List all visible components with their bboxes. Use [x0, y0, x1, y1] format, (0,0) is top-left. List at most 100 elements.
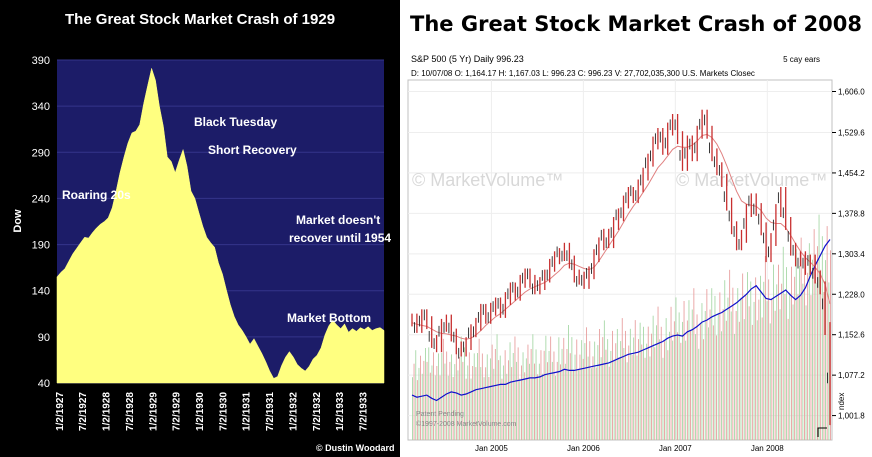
volume-bar: [421, 373, 423, 440]
volume-bar: [693, 288, 695, 440]
volume-bar: [696, 314, 698, 440]
volume-bar: [436, 366, 438, 440]
volume-bar: [490, 358, 491, 440]
y-tick-label: 290: [32, 147, 50, 159]
y-tick-label: 40: [38, 378, 50, 390]
volume-bar: [631, 354, 633, 440]
volume-bar: [600, 357, 602, 440]
volume-bar: [768, 279, 770, 440]
volume-bar: [425, 348, 426, 440]
volume-bar: [525, 358, 527, 440]
annotation-short-recovery: Short Recovery: [208, 143, 297, 157]
volume-bar: [589, 341, 591, 440]
volume-bar: [639, 322, 641, 440]
volume-bar: [530, 349, 532, 440]
gridlines: [408, 80, 832, 440]
y-tick-label: 240: [32, 193, 50, 205]
volume-bar: [438, 353, 439, 440]
volume-bar: [691, 309, 693, 440]
x-ticks: 1/2/1927 7/2/1927 1/2/1928 7/2/1928 1/2/1929…: [55, 392, 370, 431]
volume-bar: [719, 292, 721, 440]
volume-bar: [446, 351, 448, 440]
y-tick-label: 1,529.6: [838, 128, 865, 137]
price-bars: [411, 109, 831, 426]
volume-bar: [786, 267, 787, 440]
annotation-recover-until-1954: recover until 1954: [289, 231, 391, 245]
volume-bar: [774, 310, 776, 440]
volume-bar: [439, 375, 441, 440]
volume-bar: [647, 326, 649, 440]
volume-bar: [470, 378, 472, 440]
volume-bar: [468, 352, 470, 440]
volume-bar: [506, 373, 508, 440]
y-tick-label: 190: [32, 240, 50, 252]
volume-bar: [586, 327, 587, 440]
volume-bar: [480, 367, 482, 440]
volume-bar: [703, 339, 704, 440]
volume-bar: [644, 357, 646, 440]
volume-bar: [564, 363, 566, 440]
volume-bar: [825, 260, 826, 440]
volume-bar: [472, 366, 474, 440]
volume-bar: [418, 367, 420, 440]
volume-bar: [550, 336, 552, 440]
volume-bar: [423, 360, 425, 440]
volume-bar: [527, 344, 529, 440]
volume-bar: [460, 336, 462, 440]
volume-bar: [532, 334, 534, 440]
credit: © Dustin Woodard: [316, 443, 394, 453]
y-tick-label: 1,303.4: [838, 250, 865, 259]
volume-bar: [792, 304, 794, 440]
header-period: 5 cay ears: [783, 55, 820, 64]
annotation-roaring-20s: Roaring 20s: [62, 188, 131, 202]
volume-bar: [738, 321, 740, 440]
y-tick-label: 1,606.0: [838, 88, 865, 97]
y-ticks: 1,606.0 1,529.6 1,454.2 1,378.8 1,303.4 1,228…: [832, 88, 865, 421]
volume-bar: [613, 359, 615, 440]
chart-title: The Great Stock Market Crash of 1929: [65, 11, 335, 28]
volume-bar: [789, 292, 791, 440]
volume-bar: [725, 320, 727, 440]
volume-bar: [574, 354, 576, 440]
volume-bar: [782, 246, 784, 440]
header-symbol: S&P 500 (5 Yr) Daily 996.23: [411, 54, 524, 64]
volume-bar: [766, 301, 768, 440]
x-tick-label: 7/2/1933: [359, 392, 370, 431]
volume-bar: [778, 264, 779, 440]
y-tick-label: 390: [32, 55, 50, 67]
volume-bar: [685, 340, 687, 440]
volume-bar: [420, 355, 421, 440]
volume-bar: [652, 315, 654, 440]
volume-bar: [753, 301, 755, 440]
volume-bar: [626, 362, 628, 440]
volume-bar: [698, 348, 700, 440]
volume-bar: [721, 331, 722, 440]
volume-bar: [524, 372, 526, 440]
volume-bar: [781, 283, 783, 440]
volume-bar: [711, 288, 713, 440]
volume-bar: [763, 281, 765, 440]
volume-bar: [804, 254, 805, 440]
volume-bar: [756, 320, 758, 440]
volume-bar: [761, 317, 763, 440]
volume-bar: [566, 349, 568, 440]
volume-bar: [706, 289, 708, 440]
volume-bar: [669, 331, 670, 440]
volume-bar: [734, 333, 735, 440]
volume-bar: [573, 369, 574, 440]
volume-bar: [571, 337, 573, 440]
volume-bar: [522, 352, 524, 440]
volume-bar: [558, 337, 560, 440]
volume-bar: [459, 356, 461, 440]
x-tick-label: 1/2/1927: [55, 392, 66, 431]
volume-bar: [649, 356, 651, 440]
x-tick-label: Jan 2008: [751, 444, 784, 453]
volume-bar: [714, 295, 716, 440]
volume-bar: [517, 347, 519, 440]
volume-bar: [791, 266, 792, 440]
y-ticks: 40 90 140 190 240 290 340 390: [32, 55, 50, 390]
volume-bar: [662, 357, 664, 440]
volume-bar: [690, 330, 691, 440]
annotation-black-tuesday: Black Tuesday: [194, 115, 277, 129]
volume-bar: [699, 323, 701, 440]
